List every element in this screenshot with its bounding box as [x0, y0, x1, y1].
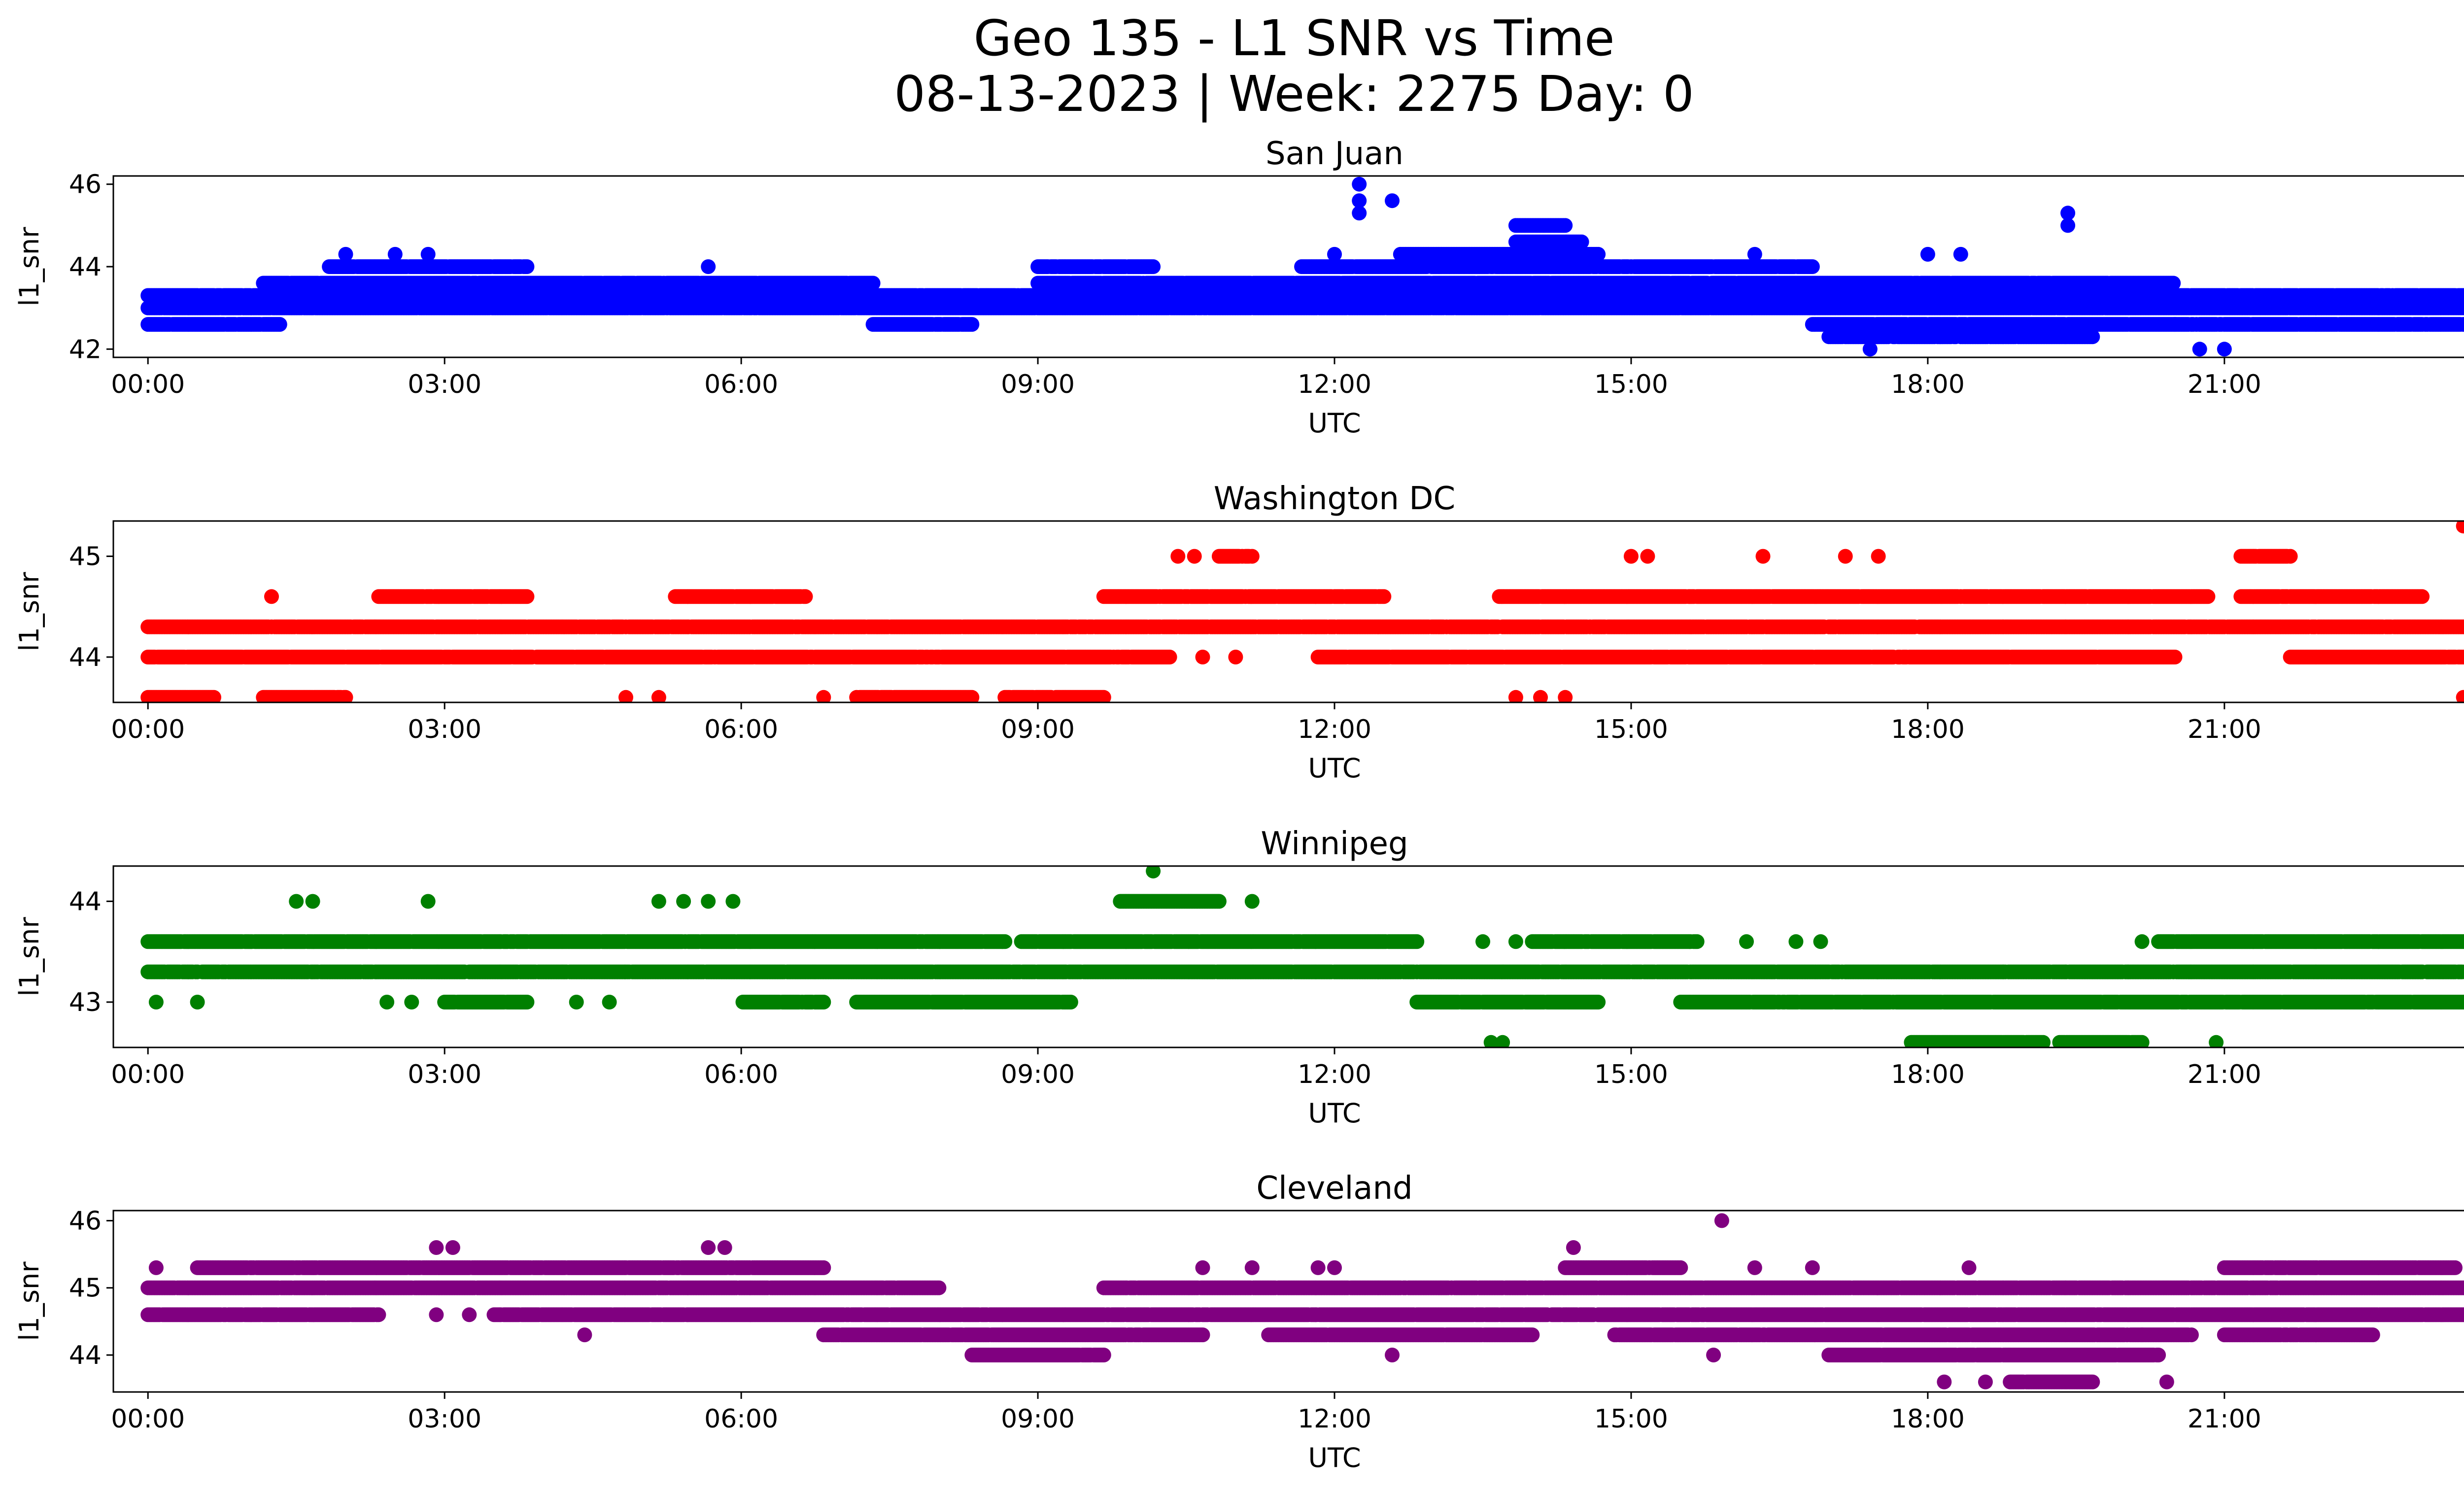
scatter-series: [140, 176, 2464, 357]
data-point: [2463, 303, 2464, 313]
data-point: [1591, 246, 1606, 262]
figure-title-line-1: Geo 135 - L1 SNR vs Time: [974, 9, 1615, 67]
data-point: [964, 317, 980, 332]
data-point: [865, 276, 881, 291]
data-point: [519, 259, 535, 274]
data-point: [2166, 276, 2181, 291]
data-point: [1146, 259, 1161, 274]
data-point: [272, 317, 287, 332]
figure-title-line-2: 08-13-2023 | Week: 2275 Day: 0: [894, 65, 1694, 123]
subplot-title: San Juan: [1266, 136, 1403, 172]
data-point: [1805, 259, 1820, 274]
